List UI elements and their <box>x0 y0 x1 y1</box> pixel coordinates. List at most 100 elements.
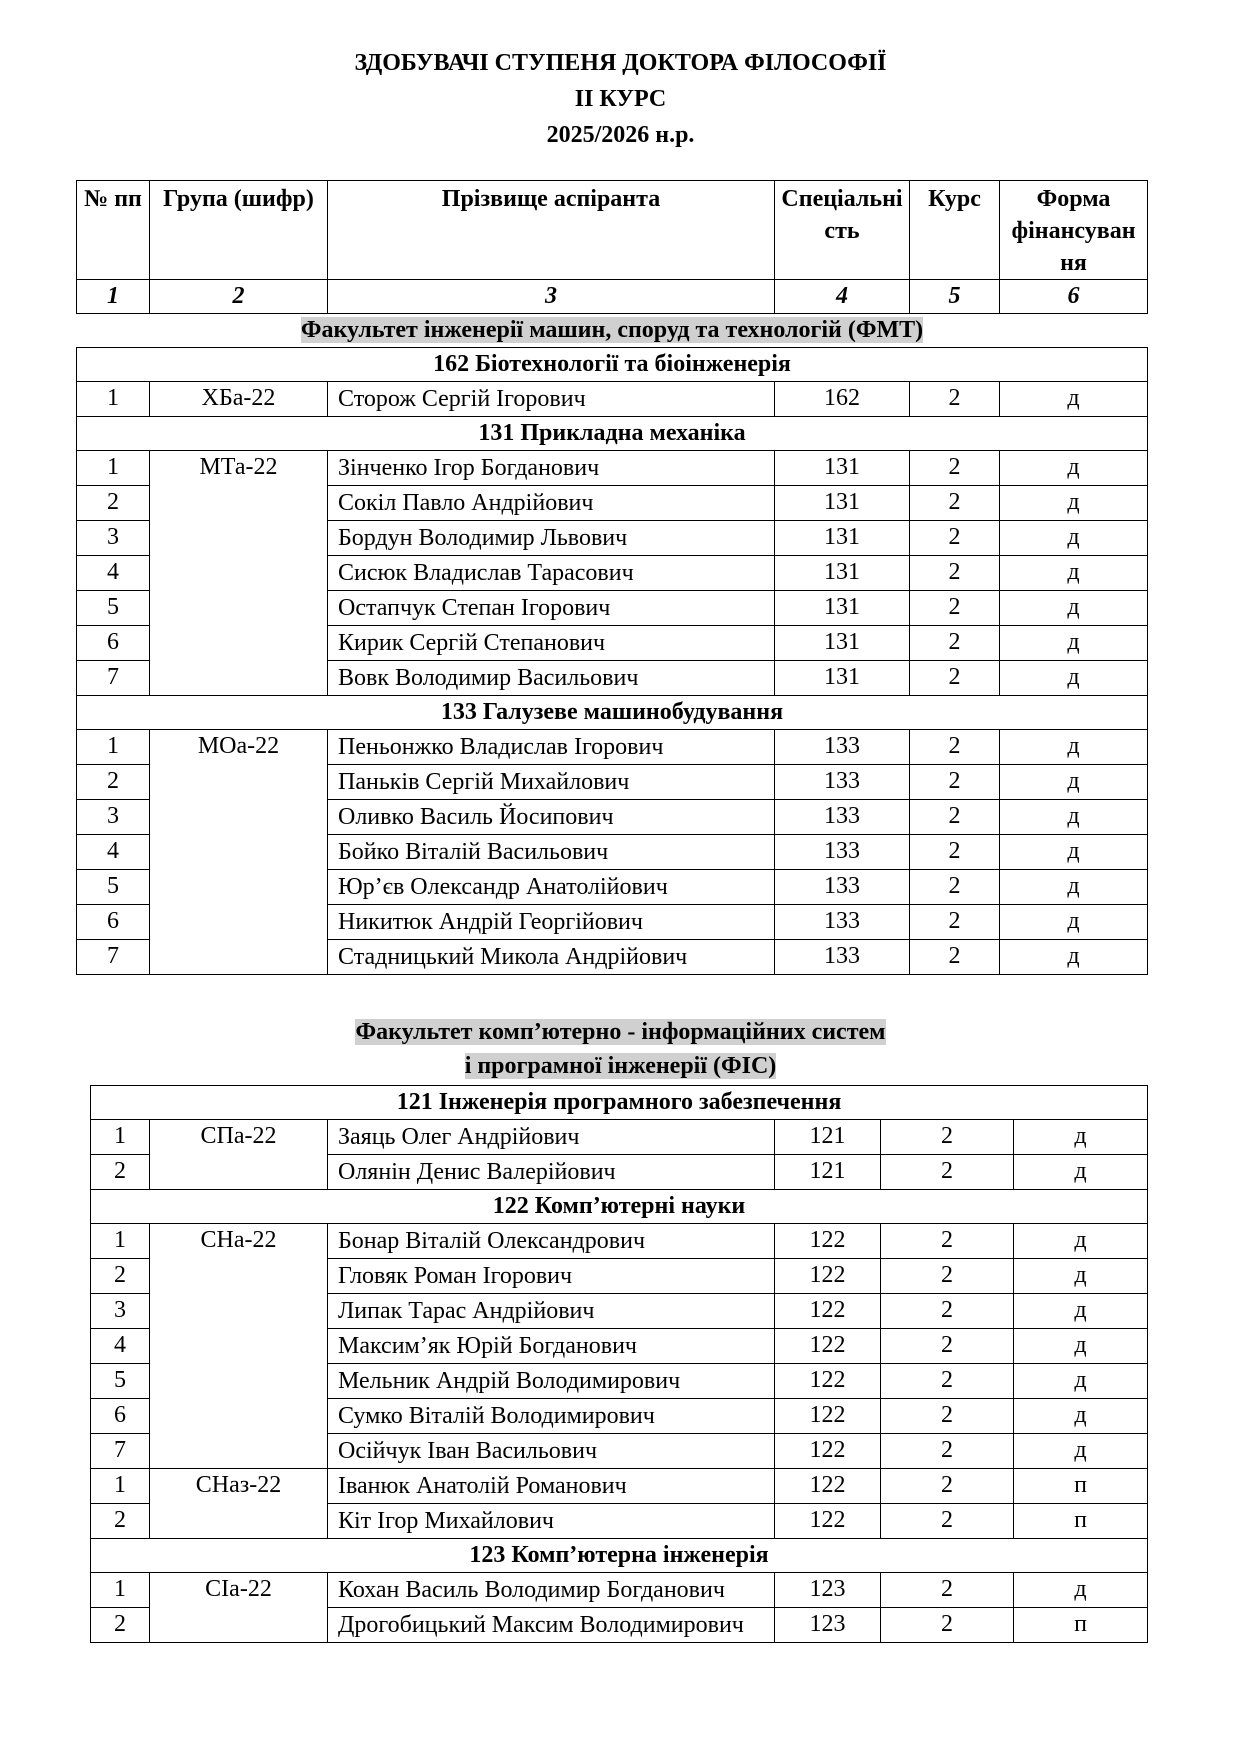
row-number: 6 <box>76 625 150 661</box>
course: 2 <box>880 1363 1014 1399</box>
row-number: 1 <box>90 1468 150 1504</box>
specialty-code: 122 <box>774 1328 881 1364</box>
specialty-code: 122 <box>774 1363 881 1399</box>
specialty-code: 122 <box>774 1468 881 1504</box>
title-line: ЗДОБУВАЧІ СТУПЕНЯ ДОКТОРА ФІЛОСОФІЇ <box>354 50 887 76</box>
title-line: ІІ КУРС <box>574 86 667 112</box>
course: 2 <box>909 834 1000 870</box>
student-row: 2 Паньків Сергій Михайлович 133 2 д <box>76 764 1148 800</box>
funding-form: д <box>1012 1433 1149 1469</box>
specialty-code: 121 <box>774 1119 881 1155</box>
funding-form: д <box>999 555 1148 591</box>
row-number: 6 <box>90 1398 150 1434</box>
row-number: 1 <box>76 450 150 486</box>
row-number: 1 <box>90 1119 150 1155</box>
student-name: Заяць Олег Андрійович <box>327 1119 775 1155</box>
student-row: 2 Олянін Денис Валерійович 121 2 д <box>90 1154 1149 1190</box>
student-row: 4 Сисюк Владислав Тарасович 131 2 д <box>76 555 1148 591</box>
specialty-code: 133 <box>774 834 910 870</box>
funding-form: д <box>999 381 1148 417</box>
course: 2 <box>909 660 1000 696</box>
specialty-code: 131 <box>774 625 910 661</box>
title-line: 2025/2026 н.р. <box>546 122 695 148</box>
funding-form: д <box>1012 1154 1149 1190</box>
student-row: 3 Липак Тарас Андрійович 122 2 д <box>90 1293 1149 1329</box>
column-header: Група (шифр) <box>149 180 328 280</box>
faculty-title: Факультет комп’ютерно - інформаційних си… <box>355 1019 886 1045</box>
course: 2 <box>880 1223 1014 1259</box>
column-number: 4 <box>774 279 910 314</box>
specialty-row: 162 Біотехнології та біоінженерія <box>76 347 1148 382</box>
course: 2 <box>909 904 1000 940</box>
funding-form: д <box>1012 1293 1149 1329</box>
group-code: СНа-22 <box>149 1223 328 1469</box>
specialty-title: 162 Біотехнології та біоінженерія <box>76 347 1148 382</box>
row-number: 4 <box>76 555 150 591</box>
student-row: 4 Бойко Віталій Васильович 133 2 д <box>76 834 1148 870</box>
funding-form: п <box>1012 1468 1149 1504</box>
funding-form: д <box>999 799 1148 835</box>
course: 2 <box>880 1258 1014 1294</box>
specialty-code: 131 <box>774 660 910 696</box>
course: 2 <box>880 1398 1014 1434</box>
column-number: 6 <box>999 279 1148 314</box>
funding-form: д <box>999 904 1148 940</box>
student-name: Іванюк Анатолій Романович <box>327 1468 775 1504</box>
column-header: Спеціальність <box>774 180 910 280</box>
student-row: 1 СІа-22 Кохан Василь Володимир Богданович… <box>90 1572 1149 1643</box>
student-row: 1 СНаз-22 Іванюк Анатолій Романович 122 2 п <box>90 1468 1149 1539</box>
group-code: СІа-22 <box>149 1572 328 1643</box>
funding-form: д <box>999 450 1148 486</box>
student-name: Никитюк Андрій Георгійович <box>327 904 775 940</box>
funding-form: д <box>999 834 1148 870</box>
student-name: Стадницький Микола Андрійович <box>327 939 775 975</box>
row-number: 2 <box>90 1607 150 1643</box>
specialty-code: 133 <box>774 799 910 835</box>
student-row: 1 СПа-22 Заяць Олег Андрійович 121 2 д <box>90 1119 1149 1190</box>
row-number: 1 <box>90 1572 150 1608</box>
specialty-row: 123 Комп’ютерна інженерія <box>89 1538 1149 1573</box>
faculty-title-line: Факультет комп’ютерно - інформаційних си… <box>0 1015 1241 1049</box>
student-row: 7 Осійчук Іван Васильович 122 2 д <box>90 1433 1149 1469</box>
funding-form: д <box>999 520 1148 556</box>
column-header: Форма фінансування <box>999 180 1148 280</box>
student-row: 6 Сумко Віталій Володимирович 122 2 д <box>90 1398 1149 1434</box>
course: 2 <box>909 450 1000 486</box>
student-name: Оливко Василь Йосипович <box>327 799 775 835</box>
course: 2 <box>880 1503 1014 1539</box>
specialty-title: 131 Прикладна механіка <box>76 416 1148 451</box>
specialty-title: 122 Комп’ютерні науки <box>89 1189 1149 1224</box>
row-number: 2 <box>90 1258 150 1294</box>
funding-form: д <box>999 590 1148 626</box>
student-row: 3 Бордун Володимир Львович 131 2 д <box>76 520 1148 556</box>
row-number: 3 <box>90 1293 150 1329</box>
specialty-code: 131 <box>774 485 910 521</box>
funding-form: д <box>1012 1363 1149 1399</box>
course: 2 <box>909 520 1000 556</box>
student-row: 2 Сокіл Павло Андрійович 131 2 д <box>76 485 1148 521</box>
course: 2 <box>880 1154 1014 1190</box>
student-name: Вовк Володимир Васильович <box>327 660 775 696</box>
funding-form: п <box>1012 1607 1149 1643</box>
student-row: 6 Кирик Сергій Степанович 131 2 д <box>76 625 1148 661</box>
specialty-code: 121 <box>774 1154 881 1190</box>
specialty-code: 133 <box>774 729 910 765</box>
specialty-code: 131 <box>774 555 910 591</box>
student-row: 7 Стадницький Микола Андрійович 133 2 д <box>76 939 1148 975</box>
student-row: 1 ХБа-22 Сторож Сергій Ігорович 162 2 д <box>76 381 1148 417</box>
funding-form: д <box>1012 1328 1149 1364</box>
group-code: СНаз-22 <box>149 1468 328 1539</box>
row-number: 2 <box>76 764 150 800</box>
course: 2 <box>880 1433 1014 1469</box>
course: 2 <box>880 1607 1014 1643</box>
student-name: Кіт Ігор Михайлович <box>327 1503 775 1539</box>
course: 2 <box>909 590 1000 626</box>
row-number: 2 <box>90 1503 150 1539</box>
student-name: Паньків Сергій Михайлович <box>327 764 775 800</box>
funding-form: д <box>999 939 1148 975</box>
faculty-cell: Факультет інженерії машин, споруд та тех… <box>76 313 1148 348</box>
specialty-code: 133 <box>774 939 910 975</box>
student-row: 5 Юр’єв Олександр Анатолійович 133 2 д <box>76 869 1148 905</box>
student-row: 1 СНа-22 Бонар Віталій Олександрович 122 2 д <box>90 1223 1149 1469</box>
